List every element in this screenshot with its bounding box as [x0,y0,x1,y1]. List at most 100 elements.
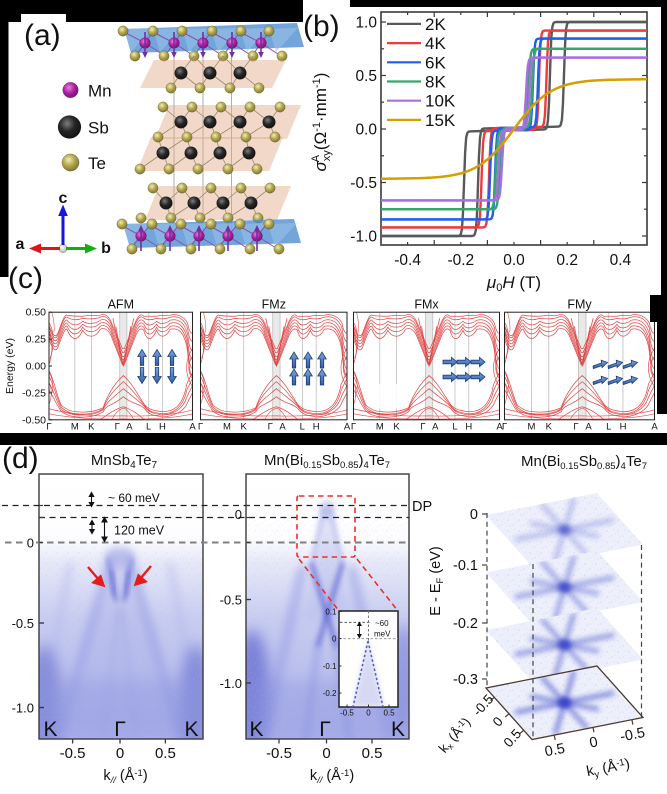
svg-text:L: L [300,422,305,433]
svg-text:-0.5: -0.5 [619,725,647,745]
svg-text:4K: 4K [425,34,446,53]
svg-text:0.25: 0.25 [26,334,47,346]
svg-text:0.00: 0.00 [26,361,47,373]
svg-text:-0.5: -0.5 [60,745,86,762]
svg-text:Γ: Γ [420,422,425,433]
svg-text:K: K [241,422,248,433]
svg-text:A: A [344,422,351,433]
svg-text:Γ: Γ [573,422,578,433]
svg-text:-0.5: -0.5 [350,175,377,192]
svg-text:A: A [651,422,658,433]
svg-text:K: K [249,718,263,741]
svg-text:-0.2: -0.2 [447,252,474,269]
svg-text:M: M [528,422,536,433]
svg-text:0.1: 0.1 [325,607,337,616]
svg-text:A: A [126,422,133,433]
svg-text:A: A [496,422,503,433]
svg-text:M: M [376,422,384,433]
svg-text:Mn(Bi0.15Sb0.85)4Te7: Mn(Bi0.15Sb0.85)4Te7 [264,452,390,471]
svg-text:Mn(Bi0.15Sb0.85)4Te7: Mn(Bi0.15Sb0.85)4Te7 [521,453,647,472]
svg-text:Mn: Mn [88,82,112,101]
svg-text:0.5: 0.5 [544,741,567,761]
svg-text:0: 0 [116,745,124,762]
svg-text:-1.0: -1.0 [12,701,34,716]
svg-text:-0.5: -0.5 [220,593,242,608]
svg-text:-0.5: -0.5 [340,709,354,718]
svg-text:A: A [279,422,286,433]
svg-text:Γ: Γ [46,422,51,433]
svg-text:-0.5: -0.5 [12,616,34,631]
svg-text:Te: Te [88,154,106,173]
svg-text:-0.5: -0.5 [266,745,292,762]
svg-text:-0.4: -0.4 [394,252,421,269]
svg-text:-0.3: -0.3 [453,672,478,688]
svg-text:Γ: Γ [319,718,331,741]
svg-text:Γ: Γ [502,422,507,433]
svg-text:-0.1: -0.1 [323,662,337,671]
svg-text:c: c [59,190,68,207]
svg-text:L: L [452,422,457,433]
svg-text:Γ: Γ [268,422,273,433]
svg-text:-0.2: -0.2 [453,616,478,632]
svg-text:K: K [43,718,57,741]
svg-text:(b): (b) [303,10,340,43]
svg-text:M: M [71,422,79,433]
svg-text:0: 0 [332,634,337,643]
svg-text:-0.50: -0.50 [22,414,46,426]
svg-text:Γ: Γ [115,422,120,433]
svg-text:M: M [223,422,231,433]
svg-text:8K: 8K [425,73,446,92]
svg-text:0: 0 [27,536,34,551]
svg-text:AFM: AFM [108,298,134,312]
svg-text:0.0: 0.0 [355,122,377,139]
svg-text:0.5: 0.5 [355,68,377,85]
svg-text:K: K [393,422,400,433]
svg-text:0.0: 0.0 [503,252,525,269]
svg-text:15K: 15K [425,111,456,130]
svg-text:Energy (eV): Energy (eV) [4,338,16,394]
svg-text:(c): (c) [8,262,43,295]
svg-text:6K: 6K [425,53,446,72]
svg-text:Sb: Sb [88,119,109,138]
svg-text:a: a [16,236,25,253]
svg-text:H: H [620,422,627,433]
svg-text:H: H [465,422,472,433]
svg-text:MnSb4Te7: MnSb4Te7 [91,452,158,471]
svg-text:K: K [391,718,405,741]
svg-text:-0.1: -0.1 [453,558,478,574]
svg-text:~ 60 meV: ~ 60 meV [108,491,160,505]
svg-text:DP: DP [412,499,432,515]
svg-text:Γ: Γ [351,422,356,433]
svg-text:0.5: 0.5 [155,745,176,762]
svg-text:FMz: FMz [262,298,286,312]
svg-text:H: H [159,422,166,433]
svg-text:K: K [184,718,198,741]
svg-text:(d): (d) [2,442,39,475]
svg-text:A: A [432,422,439,433]
svg-text:(a): (a) [24,19,61,52]
svg-text:K: K [546,422,553,433]
svg-text:10K: 10K [425,92,456,111]
svg-text:0.5: 0.5 [362,745,383,762]
svg-text:L: L [146,422,151,433]
svg-text:2K: 2K [425,15,446,34]
svg-text:E - EF (eV): E - EF (eV) [428,546,446,615]
svg-text:1.0: 1.0 [355,15,377,32]
svg-text:L: L [606,422,611,433]
svg-text:0.2: 0.2 [556,252,578,269]
svg-text:0: 0 [470,507,478,523]
svg-text:-1.0: -1.0 [350,229,377,246]
svg-text:meV: meV [374,630,391,639]
svg-text:0: 0 [235,507,242,522]
svg-text:0.5: 0.5 [383,709,395,718]
svg-text:H: H [313,422,320,433]
svg-text:-0.2: -0.2 [323,689,337,698]
svg-text:0: 0 [366,709,371,718]
svg-text:Γ: Γ [114,718,126,741]
svg-text:0: 0 [322,745,330,762]
svg-text:0.4: 0.4 [610,252,632,269]
svg-text:b: b [101,240,111,257]
svg-text:~60: ~60 [375,619,389,628]
svg-text:FMy: FMy [567,298,592,312]
svg-text:120 meV: 120 meV [114,524,165,538]
